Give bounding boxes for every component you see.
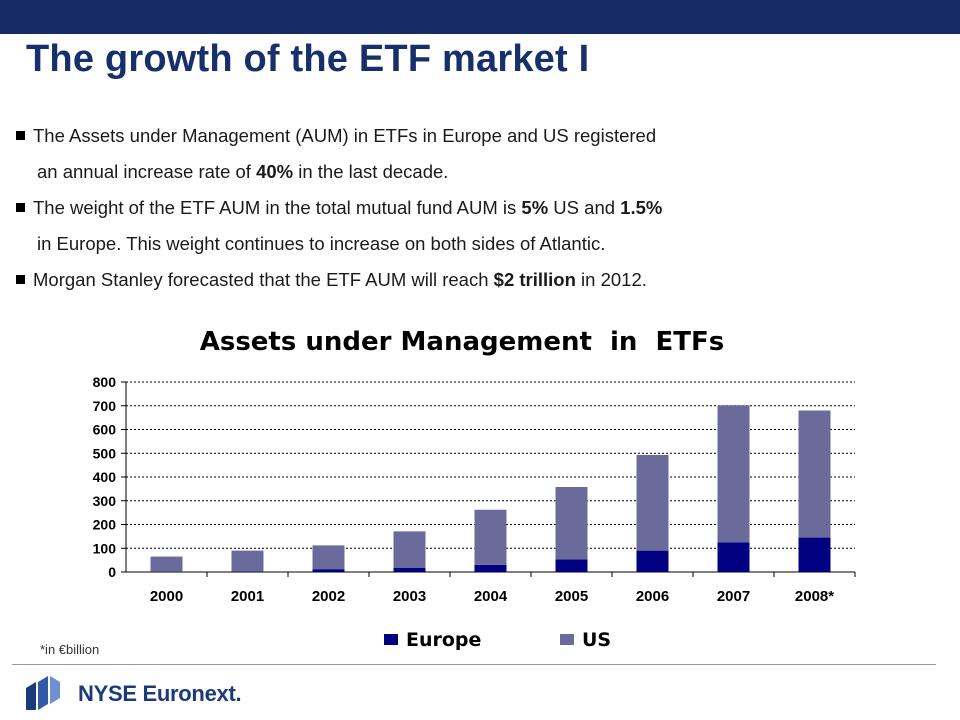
bar-us <box>231 550 264 572</box>
logo-text: NYSE Euronext. <box>78 681 242 706</box>
bar-us <box>798 410 831 538</box>
legend-swatch-us <box>560 634 574 645</box>
bullet-text: an annual increase rate of 40% in the la… <box>37 161 448 182</box>
y-tick-label: 800 <box>93 374 117 390</box>
text-run: The Assets under Management (AUM) in ETF… <box>33 125 657 146</box>
text-run: US and <box>548 197 621 218</box>
bullet-text: in Europe. This weight continues to incr… <box>37 233 605 254</box>
aum-chart: Assets under Management in ETFs 0 100 200 30… <box>93 327 856 651</box>
y-tick-label: 500 <box>93 445 117 461</box>
y-tick-label: 300 <box>93 493 117 509</box>
top-banner <box>0 0 960 34</box>
bullet-line: in Europe. This weight continues to incr… <box>16 226 936 262</box>
text-run: in 2012. <box>575 269 647 290</box>
nyse-logo-icon <box>26 676 60 710</box>
x-tick-label: 2006 <box>636 588 669 605</box>
footer-divider <box>12 664 936 665</box>
bullet-text: The Assets under Management (AUM) in ETF… <box>33 125 656 146</box>
bar-us <box>393 531 426 568</box>
x-tick-label: 2005 <box>555 588 588 605</box>
x-tick-label: 2007 <box>717 588 750 605</box>
bullet-square-icon <box>16 131 25 140</box>
bullet-line: Morgan Stanley forecasted that the ETF A… <box>16 262 936 298</box>
nyse-euronext-logo: NYSE Euronext. <box>22 674 242 714</box>
bar-us <box>312 545 345 570</box>
y-tick-label: 100 <box>93 540 117 556</box>
y-tick-label: 700 <box>93 398 117 414</box>
y-tick-label: 200 <box>93 517 117 533</box>
bar-europe <box>717 542 750 572</box>
bullet-square-icon <box>16 203 25 212</box>
bar-us <box>636 454 669 551</box>
bullet-text: The weight of the ETF AUM in the total m… <box>33 197 662 218</box>
bar-us <box>474 509 507 565</box>
bullet-list: The Assets under Management (AUM) in ETF… <box>16 118 936 298</box>
bold-text: 40% <box>256 161 294 182</box>
bar-us <box>150 556 183 572</box>
bold-text: 1.5% <box>620 197 663 218</box>
bar-europe <box>312 569 345 572</box>
bar-europe <box>636 550 669 572</box>
bullet-square-icon <box>16 275 25 284</box>
slide-title: The growth of the ETF market I <box>26 38 590 80</box>
bold-text: $2 trillion <box>493 269 576 290</box>
text-run: in the last decade. <box>293 161 449 182</box>
text-run: an annual increase rate of <box>37 161 257 182</box>
bar-europe <box>231 571 264 572</box>
chart-title: Assets under Management in ETFs <box>200 327 725 357</box>
text-run: in Europe. This weight continues to incr… <box>37 233 606 254</box>
footnote: *in €billion <box>40 642 100 657</box>
bar-europe <box>393 567 426 572</box>
legend-label-europe: Europe <box>406 629 481 651</box>
x-tick-label: 2001 <box>231 588 264 605</box>
x-tick-label: 2008* <box>795 588 834 605</box>
text-run: The weight of the ETF AUM in the total m… <box>33 197 522 218</box>
bullet-item: Morgan Stanley forecasted that the ETF A… <box>16 262 936 298</box>
y-tick-label: 400 <box>93 469 117 485</box>
x-tick-label: 2002 <box>312 588 345 605</box>
bold-text: 5% <box>521 197 549 218</box>
x-tick-label: 2000 <box>150 588 183 605</box>
bullet-text: Morgan Stanley forecasted that the ETF A… <box>33 269 647 290</box>
bar-europe <box>798 537 831 572</box>
text-run: Morgan Stanley forecasted that the ETF A… <box>33 269 494 290</box>
bullet-item: The weight of the ETF AUM in the total m… <box>16 190 936 262</box>
x-tick-label: 2004 <box>474 588 508 605</box>
bullet-line: The Assets under Management (AUM) in ETF… <box>16 118 936 154</box>
y-tick-label: 600 <box>93 422 117 438</box>
bullet-line: an annual increase rate of 40% in the la… <box>16 154 936 190</box>
bullet-item: The Assets under Management (AUM) in ETF… <box>16 118 936 190</box>
bar-europe <box>474 564 507 572</box>
legend-swatch-europe <box>384 634 398 645</box>
bar-us <box>555 486 588 560</box>
bar-us <box>717 405 750 543</box>
bullet-line: The weight of the ETF AUM in the total m… <box>16 190 936 226</box>
legend-label-us: US <box>582 629 611 651</box>
bar-europe <box>555 559 588 572</box>
x-tick-label: 2003 <box>393 588 426 605</box>
y-tick-label: 0 <box>108 564 116 580</box>
